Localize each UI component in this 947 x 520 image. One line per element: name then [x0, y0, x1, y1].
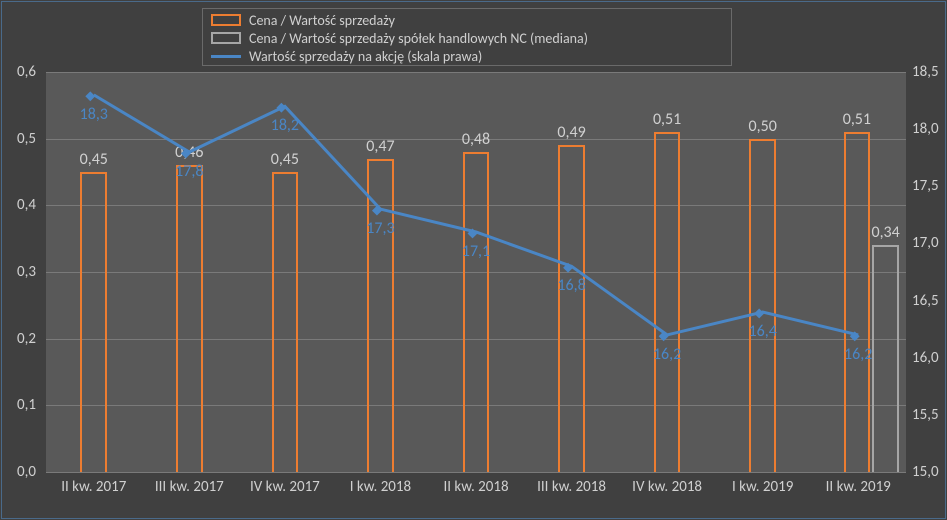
- plot-area: 0,450,460,450,470,480,490,510,500,510,34…: [46, 72, 906, 472]
- legend-item-bars-secondary: Cena / Wartość sprzedaży spółek handlowy…: [211, 29, 723, 47]
- swatch-bars-primary: [211, 14, 241, 26]
- legend: Cena / Wartość sprzedaży Cena / Wartość …: [202, 8, 732, 66]
- swatch-bars-secondary: [211, 32, 241, 44]
- legend-label-bars-primary: Cena / Wartość sprzedaży: [249, 12, 395, 29]
- legend-label-line: Wartość sprzedaży na akcję (skala prawa): [249, 48, 482, 65]
- legend-item-bars-primary: Cena / Wartość sprzedaży: [211, 11, 723, 29]
- legend-item-line: Wartość sprzedaży na akcję (skala prawa): [211, 47, 723, 65]
- legend-label-bars-secondary: Cena / Wartość sprzedaży spółek handlowy…: [249, 30, 588, 47]
- chart-frame: 0,450,460,450,470,480,490,510,500,510,34…: [1, 1, 946, 519]
- swatch-line: [211, 55, 241, 58]
